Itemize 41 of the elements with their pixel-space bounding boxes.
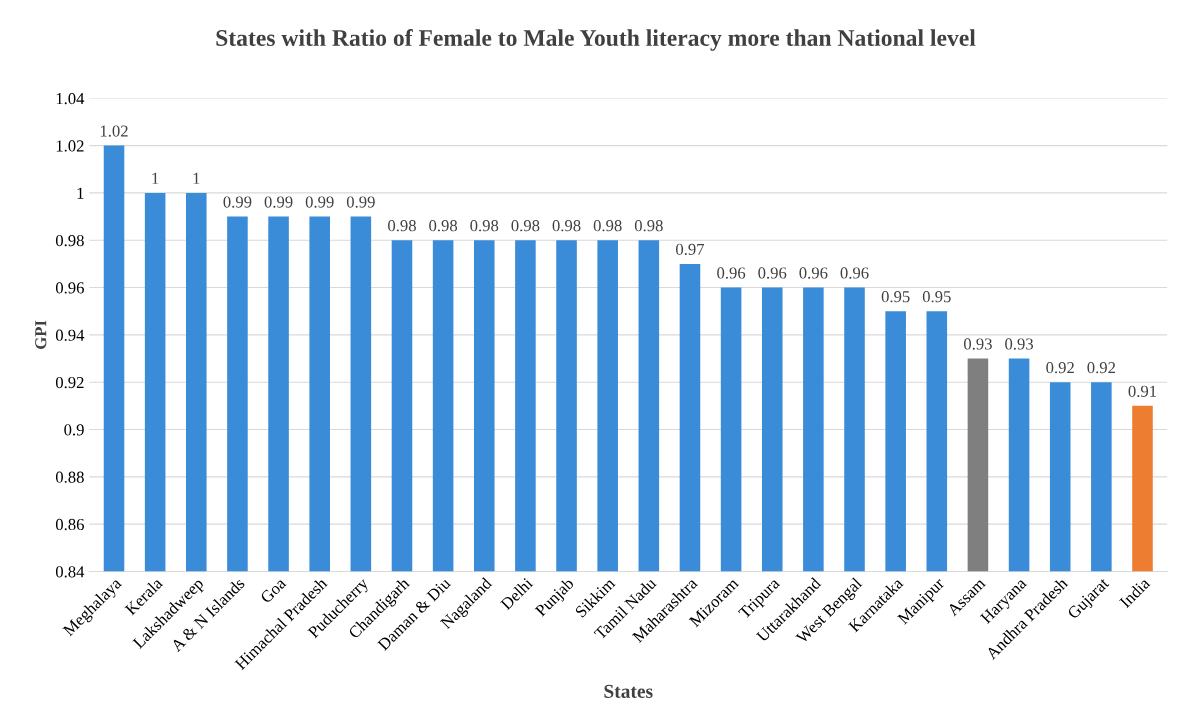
y-tick-label: 0.96 [55,282,84,294]
data-label: 0.97 [676,243,705,256]
data-label: 0.99 [346,196,375,208]
data-label: 0.96 [717,267,746,279]
data-label: 0.93 [1005,338,1034,350]
data-label: 0.98 [634,220,663,232]
data-label: 0.98 [593,220,622,232]
chart-title: States with Ratio of Female to Male Youth literacy more than National level [216,29,976,51]
data-label: 0.96 [799,267,828,279]
y-tick-label: 0.94 [55,329,85,341]
x-axis-title: States [604,684,653,698]
data-label: 1.02 [100,125,128,137]
data-label: 0.92 [1087,362,1116,374]
data-label: 0.98 [511,220,540,232]
y-tick-label: 1 [77,187,84,199]
y-tick-label: 0.84 [55,566,85,578]
data-label: 1 [152,172,159,184]
data-label: 0.99 [223,196,252,208]
y-tick-label: 1.02 [56,140,84,152]
y-tick-label: 1.04 [56,92,85,105]
y-tick-label: 0.92 [55,376,84,389]
data-label: 0.98 [470,220,499,232]
y-tick-label: 0.88 [55,471,84,483]
data-label: 0.96 [840,267,869,279]
y-tick-label: 0.98 [55,234,84,247]
data-label: 0.95 [922,291,951,303]
data-label: 0.98 [429,220,458,232]
data-label: 0.99 [264,196,293,208]
data-label: 0.96 [758,267,787,279]
data-label: 0.92 [1046,362,1074,374]
x-tick-label: India [1118,576,1151,609]
data-label: 0.91 [1128,385,1157,397]
y-tick-label: 0.86 [55,518,84,531]
data-label: 0.93 [963,338,992,350]
data-label: 0.99 [305,196,334,208]
y-axis-title: GPI [35,320,47,349]
data-label: 1 [193,172,200,184]
data-label: 0.98 [388,220,416,232]
data-label: 0.95 [881,291,910,303]
data-label: 0.98 [552,220,581,232]
y-tick-label: 0.9 [64,424,84,436]
